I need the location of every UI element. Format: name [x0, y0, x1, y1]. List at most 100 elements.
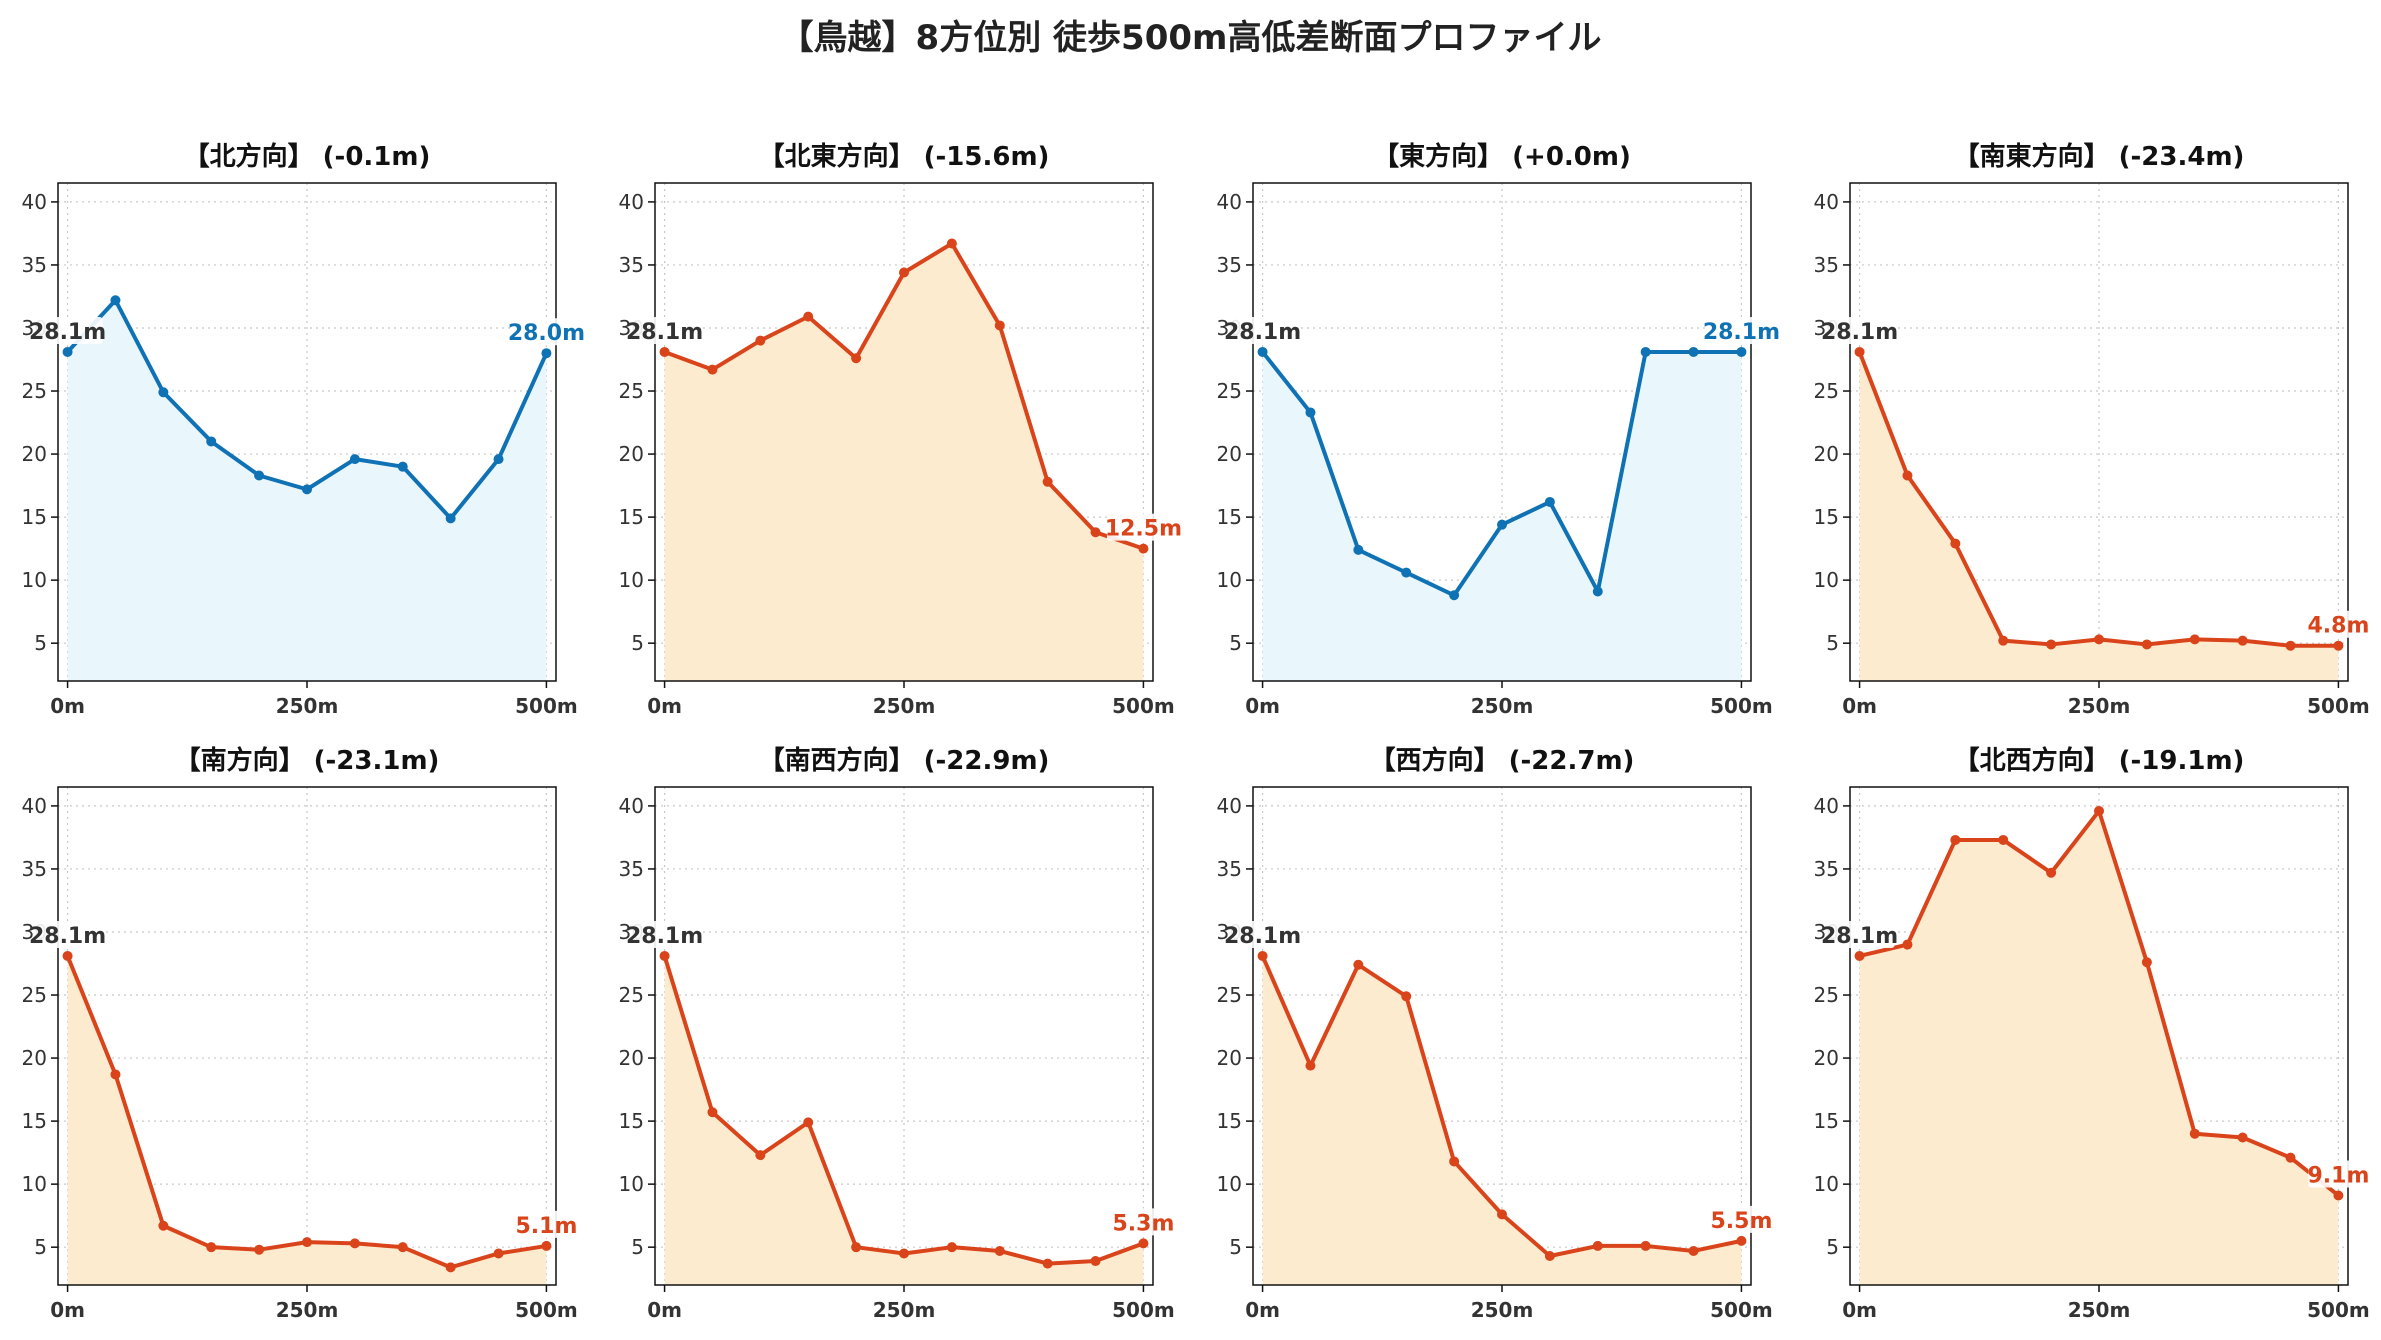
- start-label-bg: [1826, 316, 1895, 344]
- y-tick-label: 15: [1217, 1109, 1242, 1133]
- y-tick-label: 5: [631, 631, 644, 655]
- start-label-bg: [1826, 920, 1895, 948]
- data-point: [1090, 1256, 1101, 1267]
- data-point: [1449, 1156, 1460, 1167]
- end-elevation-label: 5.3m: [1112, 1211, 1174, 1236]
- data-point: [1736, 346, 1747, 357]
- end-label-bg: [2308, 610, 2369, 638]
- data-point: [158, 1220, 169, 1231]
- data-point: [62, 950, 73, 961]
- y-tick-label: 40: [1814, 794, 1839, 818]
- y-tick-label: 15: [22, 505, 47, 529]
- data-point: [397, 461, 408, 472]
- start-label-bg: [1229, 316, 1298, 344]
- x-tick-label: 250m: [1471, 1298, 1534, 1322]
- data-point: [254, 470, 265, 481]
- data-point: [302, 1237, 312, 1248]
- start-label-bg: [34, 920, 103, 948]
- data-point: [1592, 586, 1603, 597]
- data-point: [2285, 640, 2296, 651]
- data-point: [493, 1248, 504, 1259]
- y-tick-label: 25: [619, 983, 644, 1007]
- data-point: [659, 346, 670, 357]
- data-point: [803, 311, 814, 322]
- data-point: [899, 1248, 909, 1259]
- data-point: [1257, 950, 1268, 961]
- start-elevation-label: 28.1m: [626, 320, 703, 345]
- data-point: [1138, 1238, 1149, 1249]
- y-tick-label: 40: [22, 190, 47, 214]
- y-tick-label: 10: [619, 1172, 644, 1196]
- data-point: [994, 320, 1005, 331]
- profile-area: [664, 243, 1144, 681]
- data-point: [1305, 1060, 1316, 1071]
- end-elevation-label: 5.5m: [1710, 1209, 1772, 1234]
- x-tick-label: 0m: [647, 1298, 682, 1322]
- y-tick-label: 40: [619, 794, 644, 818]
- data-point: [899, 267, 909, 278]
- y-tick-label: 35: [22, 857, 47, 881]
- panel-title: 【南西方向】 (-22.9m): [759, 745, 1050, 776]
- end-elevation-label: 5.1m: [515, 1214, 577, 1239]
- data-point: [62, 346, 73, 357]
- y-tick-label: 40: [619, 190, 644, 214]
- data-point: [1688, 1245, 1699, 1256]
- y-tick-label: 15: [619, 1109, 644, 1133]
- end-elevation-label: 9.1m: [2307, 1163, 2369, 1188]
- y-tick-label: 40: [22, 794, 47, 818]
- y-tick-label: 20: [1814, 442, 1839, 466]
- data-point: [946, 1242, 957, 1253]
- start-elevation-label: 28.1m: [29, 924, 106, 949]
- data-point: [2046, 639, 2057, 650]
- profile-area: [67, 955, 547, 1285]
- data-point: [2333, 640, 2344, 651]
- data-point: [110, 1069, 121, 1080]
- y-tick-label: 35: [1814, 253, 1839, 277]
- y-tick-label: 20: [619, 1046, 644, 1070]
- data-point: [1090, 527, 1101, 538]
- start-elevation-label: 28.1m: [1821, 320, 1898, 345]
- x-tick-label: 0m: [1245, 694, 1280, 718]
- x-tick-label: 250m: [2068, 694, 2131, 718]
- panel-title: 【南東方向】 (-23.4m): [1954, 141, 2245, 172]
- data-point: [2141, 639, 2152, 650]
- profile-area: [1859, 351, 2339, 681]
- data-point: [1544, 496, 1555, 507]
- start-label-bg: [631, 316, 700, 344]
- y-tick-label: 25: [1217, 379, 1242, 403]
- end-label-bg: [1704, 316, 1778, 344]
- data-point: [397, 1242, 408, 1253]
- y-tick-label: 15: [1814, 505, 1839, 529]
- data-point: [2189, 1128, 2200, 1139]
- y-tick-label: 35: [1814, 857, 1839, 881]
- x-tick-label: 250m: [2068, 1298, 2131, 1322]
- data-point: [2333, 1190, 2344, 1201]
- end-elevation-label: 12.5m: [1105, 517, 1182, 542]
- y-tick-label: 25: [22, 379, 47, 403]
- y-tick-label: 35: [619, 857, 644, 881]
- start-label-bg: [1229, 920, 1298, 948]
- y-tick-label: 10: [22, 568, 47, 592]
- y-tick-label: 40: [1217, 190, 1242, 214]
- data-point: [1640, 346, 1651, 357]
- y-tick-label: 25: [1217, 983, 1242, 1007]
- data-point: [254, 1244, 265, 1255]
- x-tick-label: 500m: [515, 694, 578, 718]
- x-tick-label: 0m: [1842, 694, 1877, 718]
- data-point: [1138, 543, 1149, 554]
- data-point: [994, 1245, 1005, 1256]
- x-tick-label: 0m: [1842, 1298, 1877, 1322]
- data-point: [2046, 867, 2057, 878]
- profile-area: [664, 955, 1144, 1285]
- start-elevation-label: 28.1m: [1224, 924, 1301, 949]
- data-point: [110, 295, 121, 306]
- data-point: [2094, 634, 2104, 645]
- y-tick-label: 15: [22, 1109, 47, 1133]
- end-elevation-label: 4.8m: [2307, 614, 2369, 639]
- data-point: [1544, 1251, 1555, 1262]
- end-elevation-label: 28.0m: [508, 321, 585, 346]
- profile-area: [1262, 351, 1742, 681]
- data-point: [1854, 950, 1865, 961]
